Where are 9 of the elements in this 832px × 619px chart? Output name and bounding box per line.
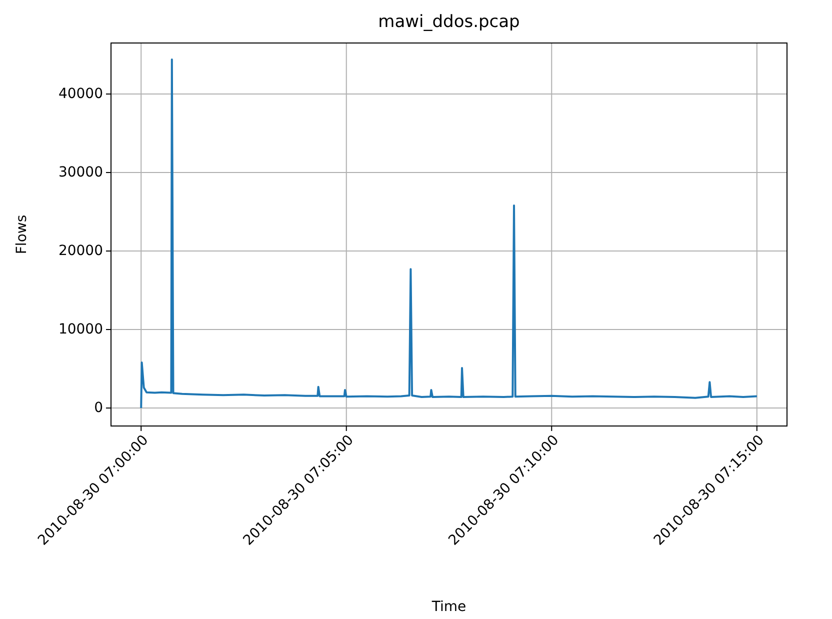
y-tick-label: 10000 bbox=[58, 321, 103, 338]
y-tick-label: 0 bbox=[94, 400, 103, 416]
y-tick-label: 40000 bbox=[58, 86, 103, 102]
y-tick-label: 20000 bbox=[58, 242, 103, 259]
line-series bbox=[140, 58, 758, 410]
x-axis-title: Time bbox=[430, 599, 466, 615]
chart-title: mawi_ddos.pcap bbox=[378, 12, 520, 32]
y-axis-title: Flows bbox=[14, 214, 30, 254]
y-tick-label: 30000 bbox=[58, 164, 103, 180]
